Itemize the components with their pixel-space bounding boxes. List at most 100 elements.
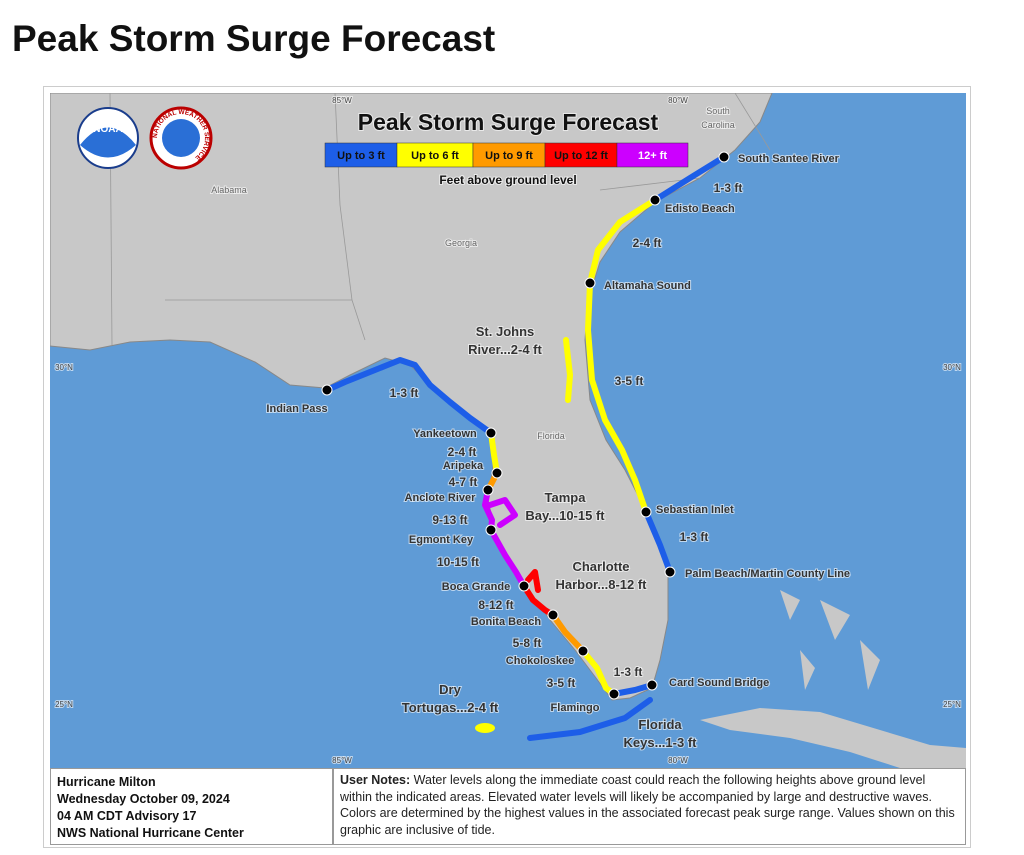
surge-range: 1-3 ft	[390, 386, 419, 400]
logos	[77, 106, 213, 170]
legend-swatch	[616, 142, 689, 168]
surge-range: 3-5 ft	[547, 676, 576, 690]
location-label: Bonita Beach	[471, 616, 542, 628]
location-label: Indian Pass	[266, 403, 327, 415]
state-borders	[109, 93, 771, 346]
location-point	[518, 580, 530, 592]
location-point	[577, 645, 589, 657]
legend-caption: Feet above ground level	[439, 173, 576, 187]
location-label: Altamaha Sound	[604, 280, 691, 292]
location-point	[718, 151, 730, 163]
notes-text: Water levels along the immediate coast c…	[340, 773, 955, 837]
location-point	[646, 679, 658, 691]
surge-range: 10-15 ft	[437, 555, 479, 569]
grid-label: 30°N	[55, 363, 73, 372]
surge-segment	[324, 357, 494, 436]
land	[50, 93, 773, 701]
grid-label: 25°N	[55, 700, 73, 709]
grid-label: 85°W	[332, 96, 352, 105]
surge-segment	[488, 527, 527, 589]
location-point	[664, 566, 676, 578]
noaa-wave	[80, 127, 136, 158]
location-point	[547, 609, 559, 621]
nws-center	[162, 119, 200, 157]
legend-swatch	[396, 142, 474, 168]
area-label: Tortugas...2-4 ft	[402, 700, 499, 715]
surge-range: 1-3 ft	[680, 530, 709, 544]
surge-segment	[488, 430, 500, 476]
grid-label: 80°W	[668, 96, 688, 105]
location-label: Anclote River	[405, 492, 477, 504]
surge-segment	[611, 682, 655, 697]
region-label: Georgia	[445, 238, 477, 248]
location-label: Egmont Key	[409, 534, 474, 546]
location-point	[485, 427, 497, 439]
surge-range: 9-13 ft	[432, 513, 467, 527]
area-label: Charlotte	[572, 559, 629, 574]
info-line: Hurricane Milton	[57, 775, 156, 789]
area-label: Bay...10-15 ft	[525, 508, 605, 523]
legend-label: Up to 3 ft	[337, 150, 385, 162]
location-label: Boca Grande	[442, 581, 510, 593]
info-line: 04 AM CDT Advisory 17	[57, 809, 197, 823]
info-line: NWS National Hurricane Center	[57, 826, 244, 840]
location-point	[485, 524, 497, 536]
legend-swatch	[324, 142, 398, 168]
map-frame	[43, 86, 971, 848]
area-label: Tampa	[545, 490, 587, 505]
noaa-text: NOAA	[93, 124, 122, 135]
region-label: South	[706, 106, 730, 116]
info-line: Wednesday October 09, 2024	[57, 792, 230, 806]
surge-range: 3-5 ft	[615, 374, 644, 388]
grid-label: 85°W	[332, 756, 352, 765]
legend-swatch	[472, 142, 546, 168]
location-label: Card Sound Bridge	[669, 677, 769, 689]
legend-label: Up to 6 ft	[411, 150, 459, 162]
legend-label: Up to 12 ft	[554, 150, 608, 162]
location-point	[608, 688, 620, 700]
location-point	[321, 384, 333, 396]
region-label: Alabama	[211, 185, 247, 195]
dry-tortugas-surge	[475, 723, 495, 733]
surge-range: 1-3 ft	[614, 665, 643, 679]
map-title: Peak Storm Surge Forecast	[358, 109, 659, 135]
surge-range: 2-4 ft	[448, 445, 477, 459]
location-label: Aripeka	[443, 460, 484, 472]
cuba	[700, 708, 966, 768]
surge-segment	[587, 197, 658, 286]
region-label: Florida	[537, 431, 565, 441]
surge-range: 4-7 ft	[449, 475, 478, 489]
location-label: South Santee River	[738, 153, 840, 165]
location-point	[584, 277, 596, 289]
legend-swatch	[544, 142, 618, 168]
area-label: St. Johns	[476, 324, 535, 339]
grid-label: 25°N	[943, 700, 961, 709]
legend-label: Up to 9 ft	[485, 150, 533, 162]
advisory-info: Hurricane Milton Wednesday October 09, 20…	[50, 768, 333, 845]
location-point	[649, 194, 661, 206]
notes-label: User Notes:	[340, 773, 411, 787]
user-notes: User Notes: Water levels along the immed…	[333, 768, 966, 845]
grid-label: 30°N	[943, 363, 961, 372]
location-label: Yankeetown	[413, 428, 477, 440]
surge-segment	[643, 509, 673, 575]
location-label: Palm Beach/Martin County Line	[685, 568, 850, 580]
location-label: Chokoloskee	[506, 655, 574, 667]
area-label: Harbor...8-12 ft	[555, 577, 647, 592]
surge-segment	[652, 154, 727, 203]
location-label: Sebastian Inlet	[656, 504, 734, 516]
location-point	[491, 467, 503, 479]
area-label: River...2-4 ft	[468, 342, 542, 357]
surge-range: 5-8 ft	[513, 636, 542, 650]
surge-segment	[585, 280, 649, 515]
region-label: Carolina	[701, 120, 735, 130]
bahamas	[780, 590, 880, 690]
location-label: Flamingo	[551, 702, 600, 714]
surge-range: 8-12 ft	[478, 598, 513, 612]
page-title: Peak Storm Surge Forecast	[12, 18, 496, 59]
surge-range: 1-3 ft	[714, 181, 743, 195]
area-label: Florida	[638, 717, 682, 732]
location-point	[482, 484, 494, 496]
